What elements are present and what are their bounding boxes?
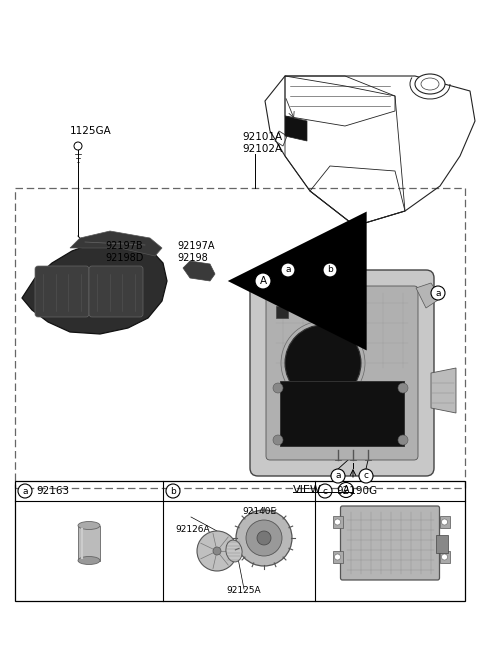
Bar [435,535,447,553]
Bar [333,516,343,528]
Text: b: b [327,266,333,274]
Bar [15,188,465,488]
Circle shape [273,435,283,445]
Circle shape [318,484,332,498]
Circle shape [285,325,361,401]
Circle shape [323,263,337,277]
Text: a: a [335,472,341,480]
Text: a: a [285,266,291,274]
Circle shape [236,510,292,566]
Text: c: c [323,487,327,495]
Circle shape [18,484,32,498]
Text: 1125GA: 1125GA [70,126,112,136]
Bar [280,381,404,446]
Text: 92125A: 92125A [227,586,261,595]
Bar [440,516,449,528]
Ellipse shape [78,522,100,529]
Bar [333,551,343,563]
Text: 92140E: 92140E [242,507,276,516]
Circle shape [335,554,340,560]
Bar [440,551,449,563]
Circle shape [213,547,221,555]
Polygon shape [70,231,162,256]
Text: c: c [363,472,369,480]
Circle shape [273,383,283,393]
Circle shape [442,554,447,560]
Circle shape [359,469,373,483]
Circle shape [197,531,237,571]
FancyBboxPatch shape [35,266,89,317]
Polygon shape [285,116,307,141]
Text: 92198D: 92198D [105,253,144,263]
Polygon shape [431,368,456,413]
Circle shape [74,142,82,150]
Polygon shape [22,241,167,334]
Text: 92126A: 92126A [175,525,210,534]
Circle shape [246,520,282,556]
Circle shape [398,383,408,393]
Text: 92102A: 92102A [242,144,282,154]
Text: A: A [259,276,266,286]
Polygon shape [183,261,215,281]
Circle shape [335,519,340,525]
Circle shape [338,483,353,497]
Text: b: b [170,487,176,495]
Circle shape [257,531,271,545]
Text: 92198: 92198 [177,253,208,263]
Circle shape [398,435,408,445]
FancyBboxPatch shape [250,270,434,476]
Text: 92101A: 92101A [242,132,282,142]
Text: 92197A: 92197A [177,241,215,251]
Circle shape [442,519,447,525]
Bar [78,525,100,560]
Text: 92197B: 92197B [105,241,143,251]
Circle shape [281,263,295,277]
Text: a: a [22,487,28,495]
Bar [276,306,288,318]
Text: A: A [343,485,349,495]
FancyBboxPatch shape [340,506,440,580]
Ellipse shape [226,540,242,562]
Ellipse shape [78,556,100,565]
Circle shape [431,286,445,300]
Circle shape [331,469,345,483]
Bar [15,481,465,601]
Text: VIEW: VIEW [293,485,322,495]
Circle shape [166,484,180,498]
Text: 92190G: 92190G [336,486,377,496]
FancyBboxPatch shape [89,266,143,317]
Text: 92163: 92163 [36,486,69,496]
Text: a: a [435,289,441,298]
Ellipse shape [415,74,445,94]
FancyBboxPatch shape [266,286,418,460]
Polygon shape [416,283,441,308]
Circle shape [255,273,271,289]
